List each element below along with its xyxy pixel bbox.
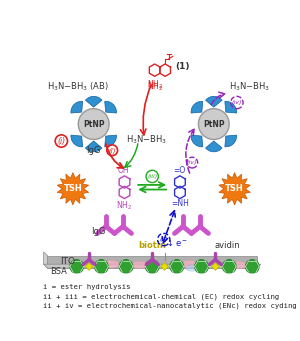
Text: (i): (i) <box>57 136 65 146</box>
Circle shape <box>78 109 109 139</box>
Wedge shape <box>85 97 102 107</box>
Wedge shape <box>225 101 237 113</box>
Text: TSH: TSH <box>64 184 82 193</box>
Ellipse shape <box>230 261 247 269</box>
Circle shape <box>119 260 133 273</box>
Wedge shape <box>105 135 116 147</box>
Text: (ii): (ii) <box>160 237 168 242</box>
Text: H$_3$N$-$BH$_3$ (AB): H$_3$N$-$BH$_3$ (AB) <box>47 81 109 93</box>
Text: (1): (1) <box>175 62 190 71</box>
Text: biotin: biotin <box>138 241 166 250</box>
Circle shape <box>170 260 184 273</box>
Wedge shape <box>225 135 237 147</box>
Circle shape <box>70 260 84 273</box>
Polygon shape <box>44 264 261 268</box>
Text: H$_3$N$-$BH$_3$: H$_3$N$-$BH$_3$ <box>229 81 270 93</box>
Text: IgG: IgG <box>86 146 101 154</box>
Circle shape <box>245 260 259 273</box>
Text: NH$_2$: NH$_2$ <box>116 199 133 212</box>
Text: =NH: =NH <box>171 199 189 208</box>
Text: (i): (i) <box>108 147 116 153</box>
Polygon shape <box>161 263 168 270</box>
Bar <box>47 256 257 268</box>
Text: PtNP: PtNP <box>83 120 104 129</box>
Polygon shape <box>85 263 93 270</box>
Ellipse shape <box>103 261 120 268</box>
Wedge shape <box>71 135 83 147</box>
Text: H$_3$N$-$BH$_3$: H$_3$N$-$BH$_3$ <box>125 133 166 146</box>
Wedge shape <box>191 135 203 147</box>
Text: (iii): (iii) <box>147 174 157 179</box>
Polygon shape <box>57 173 89 205</box>
Wedge shape <box>85 141 102 152</box>
Text: ITO: ITO <box>60 257 75 266</box>
Ellipse shape <box>181 261 198 268</box>
Text: $\downarrow$e$^-$: $\downarrow$e$^-$ <box>165 238 188 249</box>
Ellipse shape <box>131 261 148 269</box>
Circle shape <box>145 260 159 273</box>
Wedge shape <box>191 101 203 113</box>
Text: TSH: TSH <box>225 184 244 193</box>
Circle shape <box>222 260 236 273</box>
Polygon shape <box>219 173 250 205</box>
Text: PtNP: PtNP <box>203 120 225 129</box>
Text: i = ester hydrolysis: i = ester hydrolysis <box>43 284 130 290</box>
Wedge shape <box>71 101 83 113</box>
Circle shape <box>94 260 108 273</box>
Text: NH$_2$: NH$_2$ <box>147 81 164 93</box>
Wedge shape <box>105 101 116 113</box>
Text: BSA: BSA <box>51 267 68 276</box>
Text: ii + iv = electrochemical-nanocatalytic (ENc) redox cyding: ii + iv = electrochemical-nanocatalytic … <box>43 302 297 309</box>
Ellipse shape <box>185 265 199 271</box>
Text: NH$_2$: NH$_2$ <box>147 79 163 91</box>
Polygon shape <box>212 263 219 270</box>
Ellipse shape <box>120 265 134 271</box>
Text: (iv): (iv) <box>232 100 242 105</box>
Circle shape <box>195 260 208 273</box>
Text: =O: =O <box>173 166 185 175</box>
Wedge shape <box>206 141 222 152</box>
Text: avidin: avidin <box>214 241 240 250</box>
Text: (iv): (iv) <box>187 160 197 165</box>
Text: ii + iii = electrochemical-chemical (EC) redox cycling: ii + iii = electrochemical-chemical (EC)… <box>43 293 279 300</box>
Circle shape <box>198 109 229 139</box>
Text: OH: OH <box>118 166 130 175</box>
Wedge shape <box>206 97 222 107</box>
Text: IgG: IgG <box>91 227 106 236</box>
Polygon shape <box>44 252 47 268</box>
